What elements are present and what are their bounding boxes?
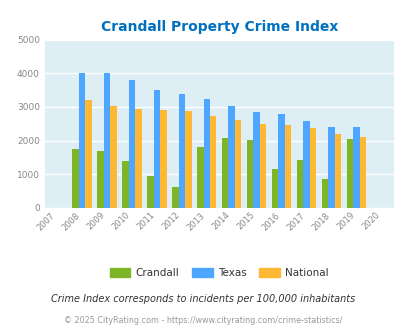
Bar bbox=[147, 176, 153, 208]
Bar bbox=[296, 160, 303, 208]
Bar bbox=[79, 73, 85, 208]
Bar bbox=[209, 116, 216, 208]
Bar bbox=[122, 161, 128, 208]
Bar bbox=[346, 139, 352, 208]
Title: Crandall Property Crime Index: Crandall Property Crime Index bbox=[100, 20, 337, 34]
Bar bbox=[327, 127, 334, 208]
Bar bbox=[222, 138, 228, 208]
Bar bbox=[196, 147, 203, 208]
Bar bbox=[253, 112, 259, 208]
Legend: Crandall, Texas, National: Crandall, Texas, National bbox=[105, 264, 332, 282]
Bar bbox=[128, 80, 135, 208]
Text: © 2025 CityRating.com - https://www.cityrating.com/crime-statistics/: © 2025 CityRating.com - https://www.city… bbox=[64, 316, 341, 325]
Bar bbox=[284, 125, 291, 208]
Bar bbox=[309, 128, 315, 208]
Bar bbox=[246, 140, 253, 208]
Bar bbox=[85, 100, 92, 208]
Bar bbox=[352, 127, 359, 208]
Bar bbox=[72, 149, 79, 208]
Bar bbox=[160, 110, 166, 208]
Bar bbox=[234, 120, 241, 208]
Bar bbox=[172, 187, 178, 208]
Bar bbox=[135, 109, 141, 208]
Bar bbox=[153, 90, 160, 208]
Bar bbox=[359, 137, 365, 208]
Bar bbox=[321, 179, 327, 208]
Bar bbox=[110, 106, 117, 208]
Bar bbox=[228, 106, 234, 208]
Bar bbox=[303, 121, 309, 208]
Bar bbox=[271, 169, 278, 208]
Bar bbox=[203, 99, 209, 208]
Bar bbox=[178, 94, 185, 208]
Bar bbox=[334, 134, 340, 208]
Bar bbox=[278, 114, 284, 208]
Bar bbox=[185, 111, 191, 208]
Bar bbox=[259, 124, 266, 208]
Bar bbox=[104, 73, 110, 208]
Text: Crime Index corresponds to incidents per 100,000 inhabitants: Crime Index corresponds to incidents per… bbox=[51, 294, 354, 304]
Bar bbox=[97, 151, 104, 208]
